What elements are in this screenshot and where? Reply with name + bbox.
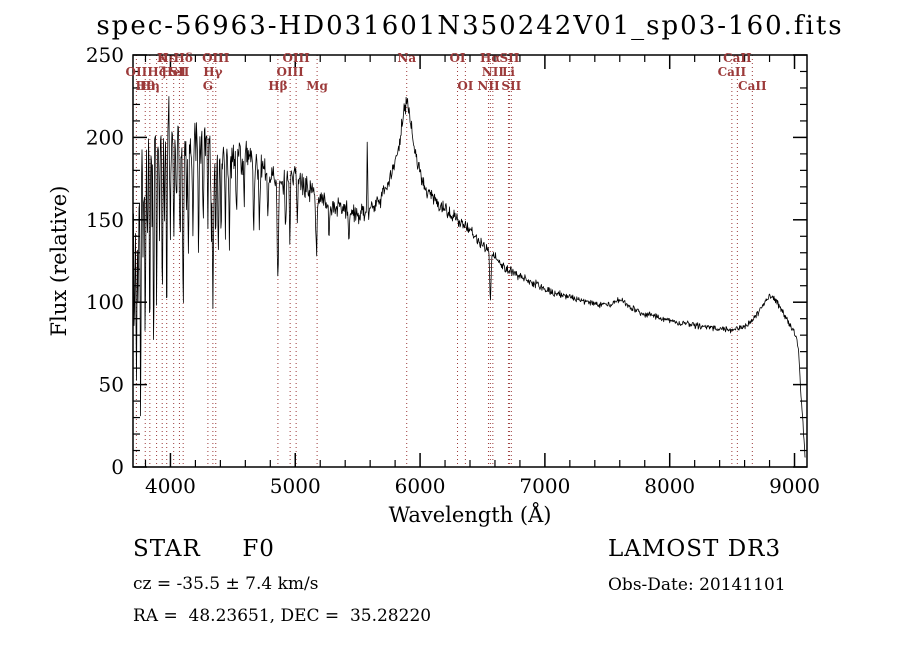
spectral-line-label: NII [477, 79, 500, 93]
spectral-line-label: Hε [157, 51, 176, 65]
object-class-label: STAR F0 [133, 536, 275, 562]
survey-label: LAMOST DR3 [608, 536, 782, 562]
spectral-line-label: OIII [202, 51, 230, 65]
spectral-line-label: OIII [276, 65, 304, 79]
spectral-line-label: OIII [282, 51, 310, 65]
spectral-line-label: NII [482, 65, 505, 79]
y-tick-label: 0 [111, 455, 124, 479]
x-tick-label: 9000 [769, 474, 820, 498]
plot-generated-layer: 4000 5000 6000 7000 8000 9000050100150200250O… [86, 43, 820, 498]
x-axis-label: Wavelength (Å) [389, 502, 552, 527]
spectral-line-label: Hη [140, 79, 160, 93]
spectral-line-label: Hθ [136, 79, 155, 93]
x-tick-label: 5000 [270, 474, 321, 498]
spectral-line-label: CaII [738, 79, 767, 93]
y-tick-label: 100 [86, 290, 124, 314]
x-tick-label: 4000 [145, 474, 196, 498]
spectral-line-label: Hβ [268, 79, 287, 93]
x-tick-label: 6000 [395, 474, 446, 498]
spectral-line-label: Hζ [147, 65, 165, 79]
y-axis-label: Flux (relative) [47, 186, 71, 337]
spectral-line-label: OII [126, 65, 148, 79]
spectral-line-label: Hδ [174, 51, 193, 65]
spectral-line-label: Na [397, 51, 416, 65]
spectral-line-label: K [157, 51, 168, 65]
spectral-line-label: G [203, 79, 213, 93]
spectral-line-label: CaII [723, 51, 752, 65]
spectral-line-label: HeI [161, 65, 186, 79]
spectrum-trace [132, 96, 806, 458]
x-tick-label: 8000 [644, 474, 695, 498]
obs-date: Obs-Date: 20141101 [608, 575, 786, 595]
y-tick-label: 200 [86, 125, 124, 149]
y-tick-label: 50 [99, 373, 124, 397]
plot-title: spec-56963-HD031601N350242V01_sp03-160.f… [96, 11, 843, 41]
spectral-line-label: Li [502, 65, 515, 79]
ra-dec: RA = 48.23651, DEC = 35.28220 [133, 606, 432, 626]
spectral-line-label: OI [449, 51, 465, 65]
spectral-line-label: Hα [480, 51, 501, 65]
spectral-line-label: CaII [718, 65, 747, 79]
spectral-line-label: SII [169, 65, 189, 79]
spectral-line-label: SII [499, 51, 519, 65]
x-tick-label: 7000 [519, 474, 570, 498]
spectral-line-label: OI [457, 79, 473, 93]
plot-canvas: spec-56963-HD031601N350242V01_sp03-160.f… [47, 11, 843, 527]
cz-value: cz = -35.5 ± 7.4 km/s [133, 574, 319, 594]
spectral-line-label: Hγ [203, 65, 222, 79]
axis-frame [132, 54, 808, 468]
y-tick-label: 250 [86, 43, 124, 67]
spectral-line-label: Mg [306, 79, 328, 93]
spectral-line-label: SII [501, 79, 521, 93]
y-tick-label: 150 [86, 208, 124, 232]
